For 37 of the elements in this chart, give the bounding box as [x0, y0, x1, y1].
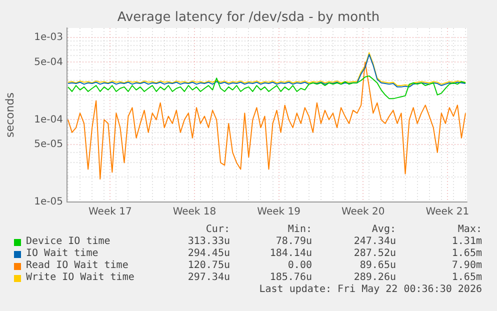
y-tick-label: 5e-05	[34, 139, 63, 150]
x-tick-label: Week 17	[88, 206, 132, 218]
text: Cur:	[206, 224, 230, 235]
text: Min:	[288, 224, 312, 235]
legend-label: Write IO Wait time	[26, 272, 134, 283]
text: 184.14u	[270, 248, 312, 259]
x-tick-label: Week 20	[341, 206, 385, 218]
text: 7.90m	[452, 260, 482, 271]
text: Max:	[458, 224, 482, 235]
chart-title: Average latency for /dev/sda - by month	[116, 10, 381, 25]
text: 294.45u	[188, 248, 230, 259]
legend-label: Read IO Wait time	[26, 260, 128, 271]
text: 1.65m	[452, 248, 482, 259]
text: 1.65m	[452, 272, 482, 283]
text: 0.00	[288, 260, 312, 271]
text: 313.33u	[188, 236, 230, 247]
legend-label: IO Wait time	[26, 248, 98, 259]
x-tick-label: Week 19	[257, 206, 300, 218]
y-tick-label: 5e-04	[34, 56, 63, 68]
text: 185.76u	[270, 272, 312, 283]
text: 120.75u	[188, 260, 230, 271]
y-axis-title: seconds	[3, 92, 16, 138]
x-tick-label: Week 18	[172, 206, 216, 218]
y-tick-label: 1e-04	[34, 114, 63, 126]
text: 1.31m	[452, 236, 482, 247]
y-tick-label: 1e-03	[34, 32, 63, 43]
text: 289.26u	[354, 272, 396, 283]
text: 78.79u	[276, 236, 312, 247]
text: Last update: Fri May 22 00:36:30 2026	[259, 284, 482, 295]
legend-label: Device IO time	[26, 236, 110, 247]
y-tick-label: 1e-05	[34, 196, 63, 208]
text: Avg:	[372, 224, 396, 235]
text: 287.52u	[354, 248, 396, 259]
text: 247.34u	[354, 236, 396, 247]
x-tick-label: Week 21	[426, 206, 470, 218]
text: 89.65u	[360, 260, 396, 271]
text: 297.34u	[188, 272, 230, 283]
